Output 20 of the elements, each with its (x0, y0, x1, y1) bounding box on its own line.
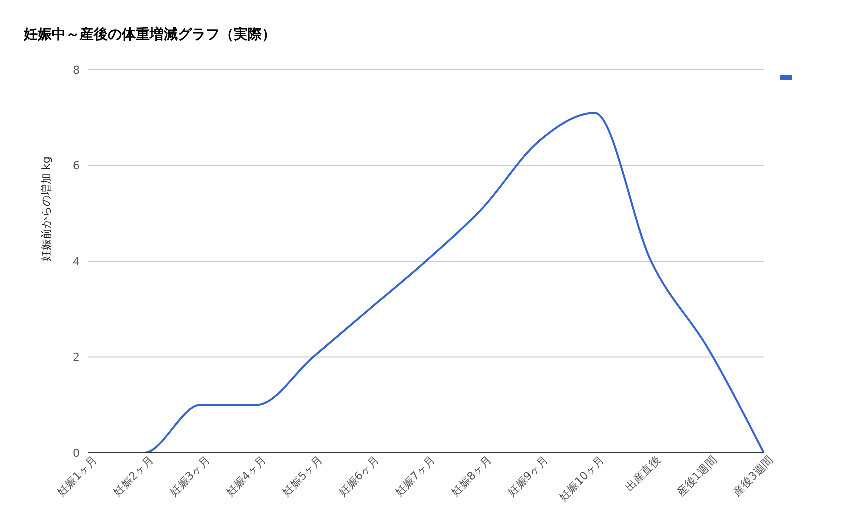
x-tick-label: 出産直後 (623, 454, 664, 494)
x-tick-label: 産後1週間 (674, 454, 720, 499)
y-tick-label: 8 (73, 64, 80, 77)
x-tick-label: 妊娠8ヶ月 (449, 454, 494, 499)
y-axis-title: 妊娠前からの増加 kg (40, 156, 53, 262)
x-tick-label: 妊娠6ヶ月 (336, 454, 382, 499)
x-tick-label: 妊娠10ヶ月 (556, 454, 608, 504)
chart-title: 妊娠中～産後の体重増減グラフ（実際） (24, 26, 276, 44)
y-tick-label: 6 (73, 160, 80, 173)
x-tick-label: 産後3週間 (730, 454, 776, 499)
y-tick-label: 4 (73, 255, 80, 268)
y-tick-label: 2 (73, 351, 80, 364)
line-series (87, 112, 765, 453)
x-tick-label: 妊娠3ヶ月 (167, 454, 213, 499)
x-tick-label: 妊娠7ヶ月 (392, 454, 438, 499)
x-tick-label: 妊娠4ヶ月 (224, 454, 270, 499)
x-tick-label: 妊娠9ヶ月 (505, 454, 551, 499)
x-tick-label: 妊娠2ヶ月 (111, 454, 156, 499)
x-tick-label: 妊娠5ヶ月 (280, 454, 326, 499)
y-tick-label: 0 (73, 446, 80, 460)
